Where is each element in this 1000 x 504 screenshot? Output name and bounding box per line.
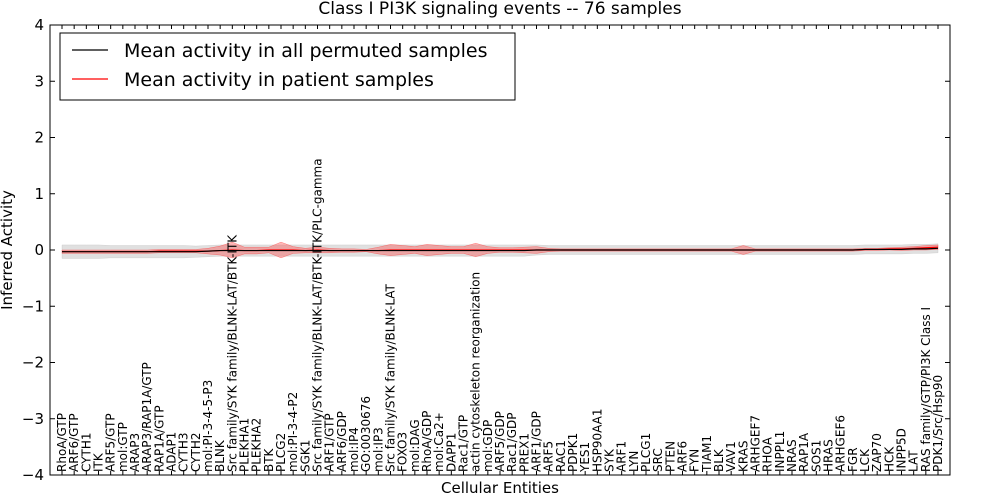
x-tick-label: HSP90AA1 [590,408,604,472]
x-tick-label: INPP5D [895,428,909,472]
x-tick-label: ARF6/GDP [335,411,349,472]
x-tick-label: mol:IP4 [347,427,361,472]
x-tick-label: INPPL1 [773,431,787,472]
x-tick-label: ZAP70 [870,433,884,472]
x-tick-label: PREX1 [517,433,531,472]
x-tick-label: mol:PI-3-4-5-P3 [201,380,215,472]
x-tick-label: HRAS [822,439,836,472]
x-tick-label: ARF5/GDP [493,411,507,472]
legend: Mean activity in all permuted samples Me… [59,32,516,101]
y-tick-label: 1 [34,185,44,203]
x-tick-label: SYK [603,448,617,472]
x-tick-label: mol:Ca2+ [432,412,446,472]
x-tick-label: TIAM1 [700,435,714,473]
x-tick-label: RAS family/GTP/PI3K Class I [919,307,933,472]
x-tick-label: PLCG2 [274,433,288,472]
x-tick-label: Src family/SYK family/BLNK-LAT/BTK-ITK [225,234,239,472]
x-tick-label: RAP1A [797,432,811,472]
x-tick-label: Rac1/GDP [505,413,519,472]
legend-label-permuted: Mean activity in all permuted samples [124,40,487,62]
x-tick-label: KRAS [736,440,750,472]
x-tick-label: mol:GTP [116,422,130,472]
x-tick-label: RAP1A/GTP [152,405,166,472]
x-tick-label: CYTH1 [79,433,93,473]
x-tick-label: BLK [712,448,726,472]
x-tick-label: ARAP3 [128,433,142,472]
x-tick-label: RHOA [761,436,775,472]
x-tick-label: YES1 [578,442,592,473]
y-tick-label: 2 [34,129,44,147]
x-tick-label: DAPP1 [444,433,458,472]
x-tick-label: actin cytoskeleton reorganization [469,272,483,472]
chart-title: Class I PI3K signaling events -- 76 samp… [318,0,681,19]
x-tick-label: PLEKHA1 [238,418,252,472]
x-tick-label: mol:IP3 [371,427,385,472]
x-tick-label: ARF1/GTP [323,413,337,472]
x-tick-label: ADAP1 [165,432,179,472]
y-tick-label: −1 [22,297,44,315]
x-tick-label: ARF6/GTP [67,413,81,472]
x-tick-label: CYTH2 [189,433,203,473]
x-tick-label: ARF5/GTP [104,413,118,472]
y-axis-label: Inferred Activity [0,190,16,310]
y-tick-label: 4 [34,16,44,34]
y-tick-label: −2 [22,354,44,372]
x-tick-label: PLCG1 [639,433,653,472]
x-tick-label: Src family/SYK family/BLNK-LAT [384,283,398,472]
x-tick-label: SGK1 [298,440,312,472]
x-tick-label: CYTH3 [177,433,191,473]
x-tick-label: BTK [262,447,276,472]
x-tick-label: PDK1/Src/Hsp90 [931,375,945,472]
x-tick-label: ARF1 [615,441,629,472]
x-axis-label: Cellular Entities [441,479,559,497]
x-tick-label: LAT [907,450,921,472]
x-tick-label: FGR [846,447,860,472]
y-tick-label: −3 [22,410,44,428]
y-tick-label: −4 [22,466,44,484]
x-tick-label: LCK [858,448,872,472]
x-tick-label: BLNK [213,439,227,472]
x-tick-label: SRC [651,448,665,472]
x-tick-label: ARF5 [542,441,556,472]
x-tick-label: Src family/SYK family/BLNK-LAT/BTK-ITK/P… [311,158,325,472]
x-tick-label: RhoA/GTP [55,413,69,472]
x-tick-label: LYN [627,451,641,472]
x-tick-label: FOXO3 [396,432,410,472]
x-tick-label: RhoA/GDP [420,411,434,472]
x-tick-label: mol:PI-3-4-P2 [286,392,300,472]
y-tick-label: 0 [34,241,44,259]
x-tick-label: FYN [688,449,702,472]
x-tick-label: mol:DAG [408,419,422,472]
x-tick-label: PDPK1 [566,433,580,472]
x-tick-label: SOS1 [809,440,823,472]
y-tick-label: 3 [34,72,44,90]
legend-label-patient: Mean activity in patient samples [124,69,434,91]
x-tick-labels: RhoA/GTPARF6/GTPCYTH1ITKARF5/GTPmol:GTPA… [55,25,945,475]
x-tick-label: PTEN [663,441,677,472]
x-tick-label: GO:0030676 [359,396,373,472]
x-tick-label: ARHGEF7 [749,415,763,472]
series-layer [62,246,939,253]
x-tick-label: ITK [92,452,106,472]
x-tick-label: mol:GDP [481,420,495,472]
x-tick-label: RAC1 [554,440,568,472]
x-tick-label: Rac1/GTP [457,415,471,472]
x-tick-label: ARAP3/RAP1A/GTP [140,362,154,472]
series-line-0 [62,247,939,253]
x-tick-label: NRAS [785,439,799,472]
x-tick-label: VAV1 [724,441,738,472]
y-axis: −4 −3 −2 −1 0 1 2 3 4 [22,16,950,484]
x-tick-label: ARHGEF6 [834,415,848,472]
x-tick-label: ARF6 [676,441,690,472]
x-tick-label: PLEKHA2 [250,418,264,472]
legend-box [59,32,516,101]
x-tick-label: HCK [882,446,896,472]
x-tick-label: ARF1/GDP [530,411,544,472]
